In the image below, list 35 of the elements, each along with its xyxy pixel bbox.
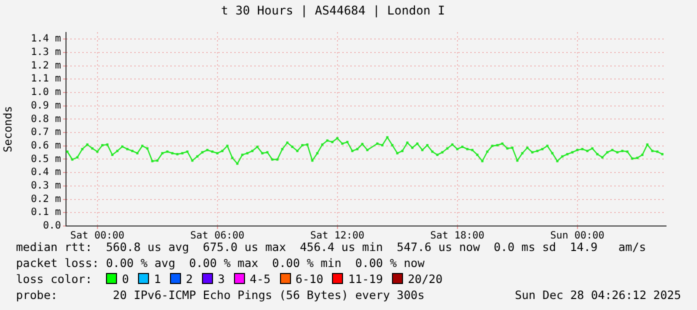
y-tick-label: 0.0 — [42, 220, 61, 232]
x-tick-label: Sun 00:00 — [550, 230, 604, 242]
text: 6-10 — [296, 272, 324, 286]
y-axis-title: Seconds — [1, 106, 14, 152]
y-tick-label: 1.4 m — [30, 34, 61, 45]
x-tick-label: Sat 00:00 — [70, 230, 124, 242]
y-tick-label: 1.1 m — [30, 74, 61, 85]
y-tick-label: 1.2 m — [30, 60, 61, 72]
y-tick-label: 0.6 m — [30, 140, 61, 152]
y-tick-label: 0.4 m — [30, 167, 61, 178]
text: Sun Dec 28 04:26:12 2025 — [514, 288, 681, 302]
y-tick-label: 1.0 m — [30, 87, 61, 98]
text: 0 — [122, 272, 129, 286]
text: 4-5 — [250, 272, 271, 286]
text: loss color: — [16, 272, 94, 286]
x-tick-label: Sat 06:00 — [190, 230, 244, 242]
y-tick-label: 0.7 m — [30, 127, 61, 138]
text: probe: 20 IPv6-ICMP Echo Pings (56 Bytes) every 300s — [16, 288, 424, 302]
x-tick-label: Sat 12:00 — [310, 230, 364, 242]
y-tick-label: 0.2 m — [30, 194, 61, 205]
y-tick-label: 0.3 m — [30, 180, 61, 192]
y-tick-label: 0.9 m — [30, 100, 61, 112]
text: 20/20 — [408, 272, 442, 286]
y-tick-label: 0.8 m — [30, 114, 61, 125]
text: 2 — [186, 272, 193, 286]
x-tick-label: Sat 18:00 — [430, 230, 484, 242]
text: 1 — [154, 272, 161, 286]
chart-title: t 30 Hours | AS44684 | London I — [221, 3, 445, 18]
y-tick-label: 0.1 m — [30, 207, 61, 218]
text: median rtt: 560.8 us avg 675.0 us max 456.4 us min 547.6 us now 0.0 ms sd 14.9 am/s — [16, 240, 646, 254]
y-tick-label: 1.3 m — [30, 47, 61, 58]
text: packet loss: 0.00 % avg 0.00 % max 0.00 % min 0.00 % now — [16, 256, 424, 270]
text: 11-19 — [348, 272, 383, 286]
y-tick-label: 0.5 m — [30, 154, 61, 165]
text: 3 — [218, 272, 225, 286]
